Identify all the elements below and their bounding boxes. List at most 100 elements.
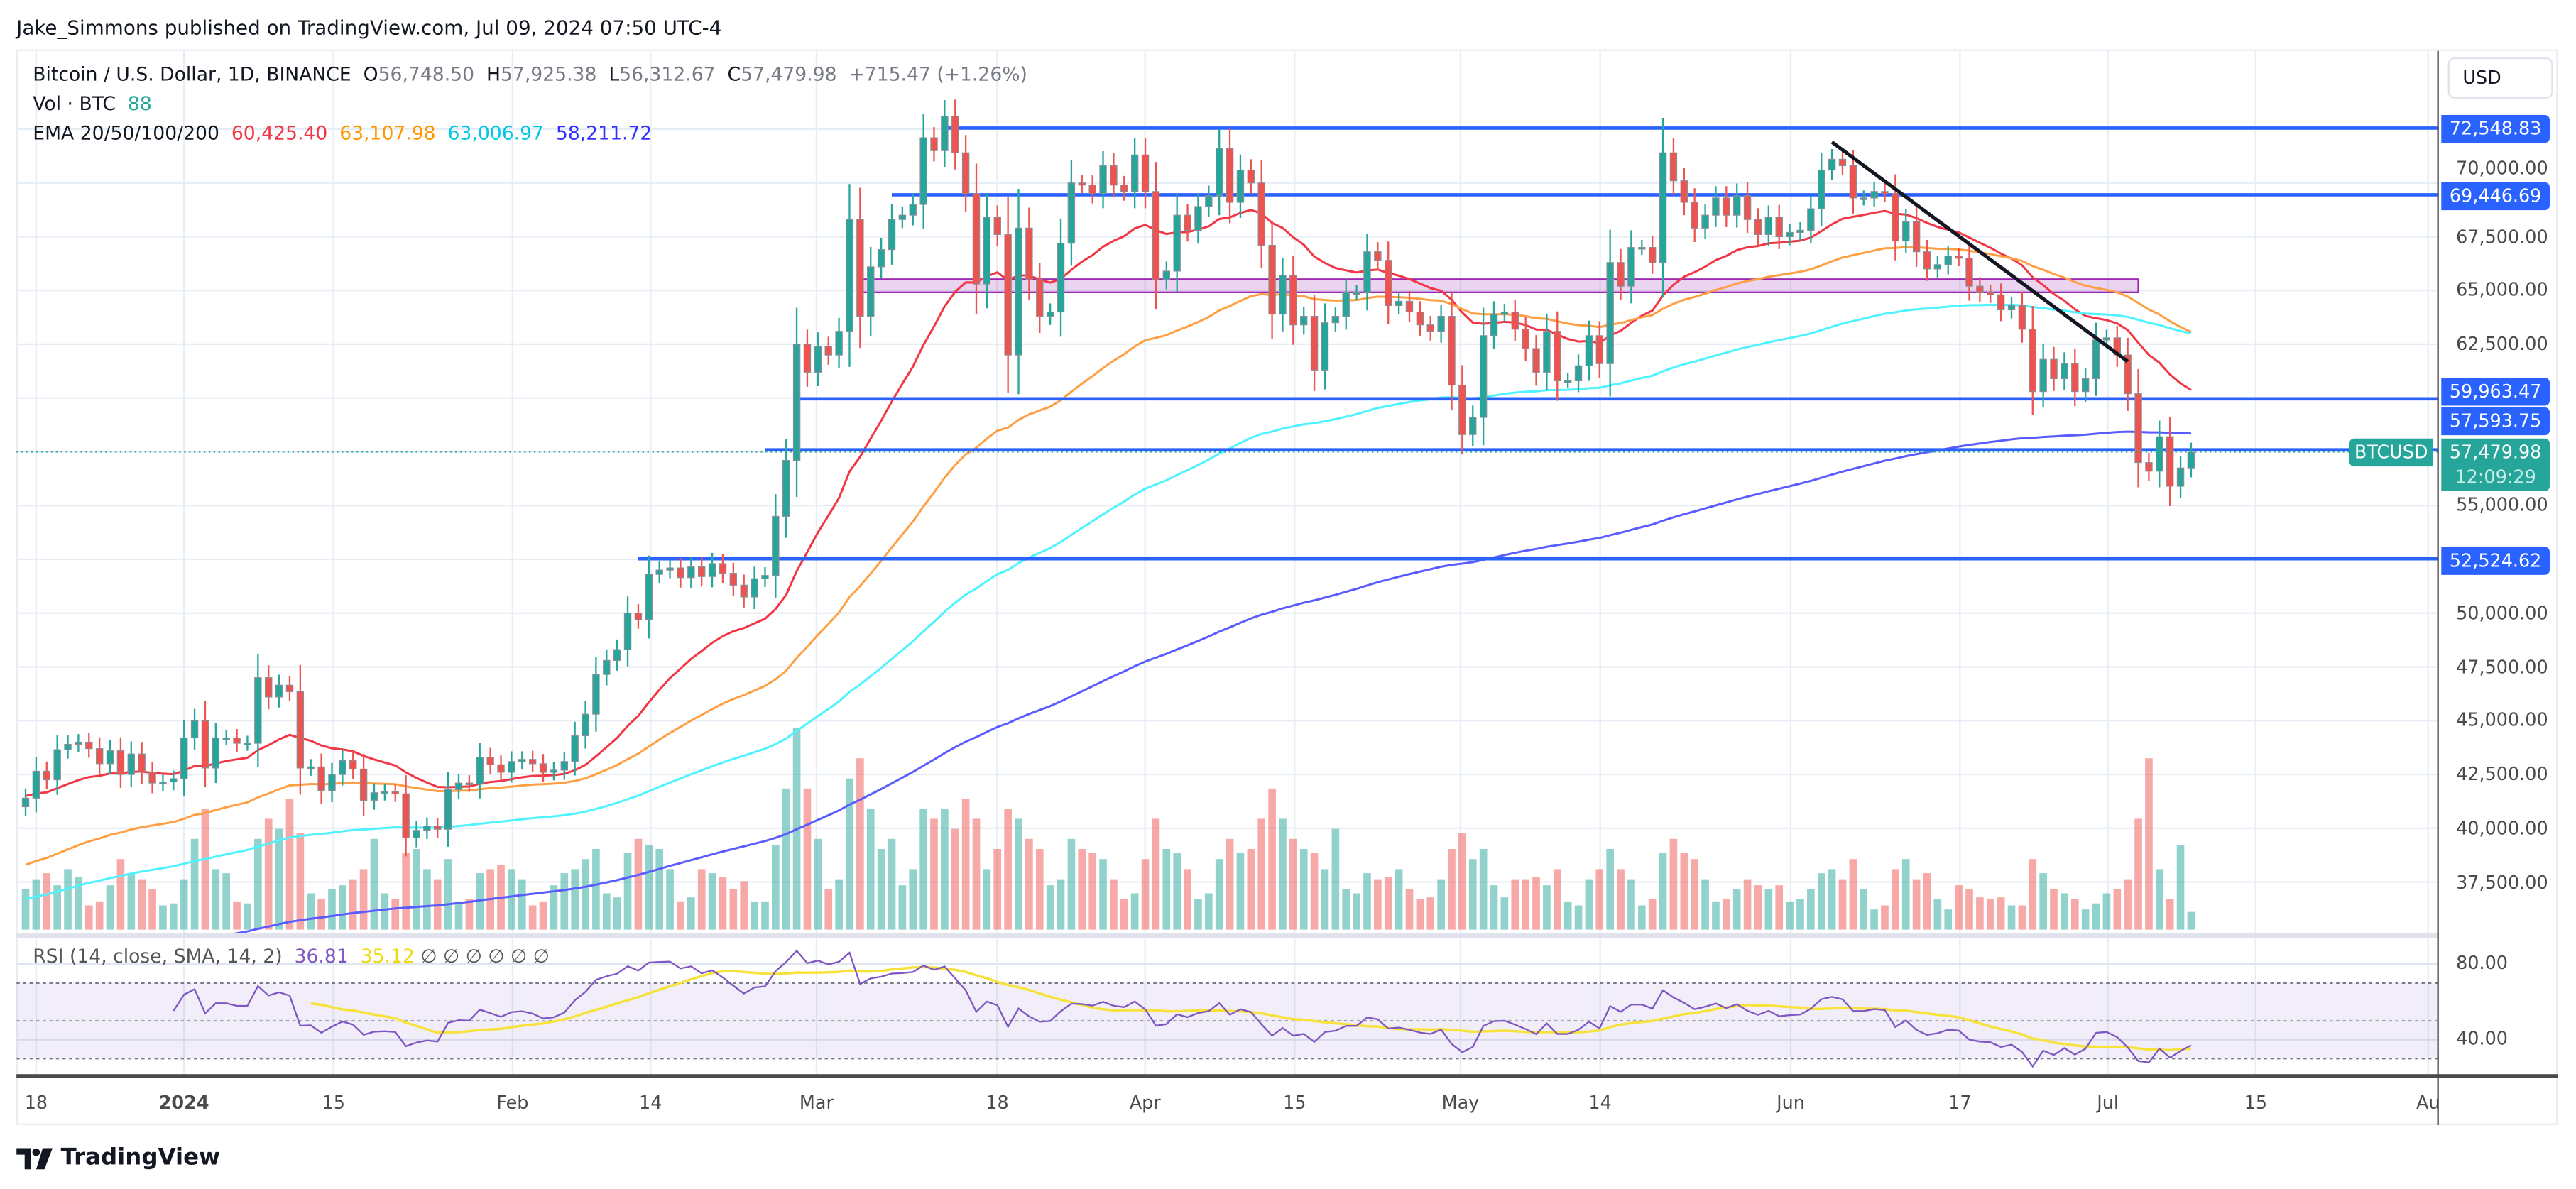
candle — [1807, 195, 1815, 243]
candle — [1522, 317, 1529, 361]
volume-bar — [761, 901, 769, 930]
candle — [1025, 207, 1033, 300]
volume-bar — [1490, 885, 1498, 930]
price-tick: 55,000.00 — [2456, 495, 2548, 517]
candle-body — [1712, 197, 1720, 216]
candle-body — [1194, 206, 1202, 231]
volume-bar — [413, 849, 420, 930]
candle-body — [1511, 311, 1519, 330]
candle-body — [85, 741, 93, 750]
currency-button[interactable]: USD — [2447, 57, 2553, 99]
candle-body — [2166, 436, 2174, 487]
candle — [687, 557, 695, 588]
volume-bar — [1215, 859, 1223, 930]
candle-body — [1976, 285, 1984, 293]
candle-body — [1554, 331, 1561, 382]
rsi-legend[interactable]: RSI (14, close, SMA, 14, 2) 36.81 35.12 … — [33, 944, 550, 967]
volume-bar — [814, 838, 822, 930]
volume-bar — [2070, 899, 2079, 930]
candle-body — [1923, 251, 1931, 270]
volume-bar — [138, 879, 146, 930]
na-value: ∅ — [533, 944, 550, 968]
candle — [1574, 354, 1583, 393]
candle — [1944, 246, 1952, 275]
volume-bar — [2166, 899, 2174, 930]
candle-body — [116, 750, 125, 775]
candle — [1141, 138, 1150, 209]
volume-bar — [1204, 893, 1213, 930]
candle — [1638, 240, 1646, 256]
candle — [75, 734, 82, 752]
volume-bar — [2113, 889, 2122, 930]
candle — [127, 741, 136, 787]
volume-bar — [1860, 889, 1868, 930]
volume-bar — [983, 869, 991, 930]
candle — [1648, 236, 1657, 274]
volume-bar — [1786, 901, 1794, 930]
candle-body — [1226, 148, 1234, 203]
time-tick: 14 — [639, 1092, 662, 1114]
candle — [1669, 138, 1678, 196]
candle — [1691, 188, 1698, 243]
candle-body — [1881, 191, 1889, 194]
time-tick: Au — [2416, 1092, 2440, 1114]
time-tick: 14 — [1588, 1092, 1612, 1114]
volume-bar — [32, 879, 40, 930]
candle — [1374, 242, 1382, 270]
volume-bar — [2039, 873, 2047, 930]
candle-body — [1638, 247, 1646, 250]
volume-bar — [1849, 859, 1857, 930]
candle-body — [1870, 191, 1878, 199]
volume-value: 88 — [127, 92, 152, 115]
volume-bar — [1384, 877, 1392, 930]
candle-body — [1732, 195, 1741, 216]
volume-bar — [634, 838, 643, 930]
volume-bar — [169, 903, 178, 930]
time-tick: Apr — [1129, 1092, 1161, 1114]
candle — [1543, 313, 1551, 390]
candle — [1955, 248, 1963, 267]
volume-legend[interactable]: Vol · BTC 88 — [33, 92, 152, 115]
candle-body — [645, 574, 653, 620]
candle-body — [603, 659, 611, 675]
pane-separator[interactable] — [16, 933, 2438, 938]
trendline[interactable] — [1830, 141, 2129, 363]
candle — [1321, 303, 1329, 390]
candle-body — [951, 116, 959, 153]
candle-body — [370, 792, 378, 801]
candle — [328, 762, 336, 803]
candle — [539, 754, 547, 782]
candle — [1110, 153, 1118, 198]
volume-bar — [1712, 901, 1720, 930]
candle-body — [2176, 467, 2185, 487]
candle — [2081, 368, 2090, 402]
candle — [2145, 452, 2153, 481]
ema-legend[interactable]: EMA 20/50/100/200 60,425.40 63,107.98 63… — [33, 121, 652, 144]
candle — [592, 657, 600, 732]
volume-bar — [835, 879, 843, 930]
volume-bar — [1078, 849, 1086, 930]
candle-body — [697, 566, 706, 577]
candle — [1479, 307, 1488, 446]
candle — [1437, 305, 1445, 343]
candle-body — [2102, 337, 2111, 341]
candle-body — [856, 219, 864, 317]
candle — [1701, 204, 1709, 239]
candle-body — [1627, 247, 1635, 287]
candle-body — [1110, 165, 1118, 186]
volume-bar — [1743, 879, 1752, 930]
candle — [1405, 290, 1414, 322]
price-tick: 50,000.00 — [2456, 602, 2548, 624]
volume-bar — [1374, 879, 1382, 930]
candle-body — [592, 674, 600, 715]
symbol-name[interactable]: Bitcoin / U.S. Dollar, 1D, BINANCE — [33, 62, 351, 86]
volume-bar — [1247, 849, 1255, 930]
candle-body — [1786, 231, 1794, 238]
candle — [1764, 205, 1773, 247]
candle-body — [677, 567, 684, 579]
volume-bar — [381, 893, 389, 930]
candle — [423, 817, 431, 839]
price-tick: 62,500.00 — [2456, 333, 2548, 355]
candle-body — [655, 569, 663, 575]
